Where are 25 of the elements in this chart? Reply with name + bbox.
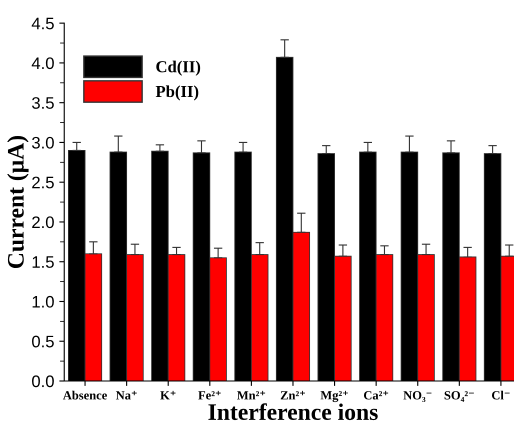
x-tick-label: SO₄²⁻: [444, 391, 474, 402]
x-tick-label: Mg²⁺: [320, 390, 348, 402]
legend-label: Cd(II): [156, 60, 200, 76]
y-tick-label: 3.5: [32, 97, 54, 109]
y-axis-title: Current (μA): [7, 136, 29, 268]
y-tick-label: 4.5: [32, 18, 54, 30]
x-tick-label: K⁺: [160, 390, 176, 400]
x-tick-label: Fe²⁺: [198, 390, 221, 400]
y-tick-label: 0.0: [32, 375, 54, 388]
x-tick-label: Absence: [62, 390, 107, 400]
y-tick-label: 1.0: [32, 296, 54, 308]
x-tick-label: Zn²⁺: [280, 390, 305, 400]
x-axis-title: Interference ions: [208, 403, 378, 420]
legend-label: Pb(II): [156, 85, 198, 101]
y-tick-label: 3.0: [32, 136, 54, 149]
y-tick-label: 2.0: [32, 216, 54, 228]
y-tick-label: 0.5: [32, 336, 54, 348]
x-tick-label: Ca²⁺: [364, 390, 388, 400]
x-tick-label: Mn²⁺: [237, 390, 266, 400]
x-tick-label: NO₃⁻: [403, 391, 432, 402]
x-tick-label: Na⁺: [116, 390, 137, 400]
y-tick-label: 4.0: [32, 57, 54, 70]
y-tick-label: 2.5: [32, 176, 54, 188]
y-tick-label: 1.5: [32, 256, 54, 268]
x-tick-label: Cl⁻: [492, 390, 510, 400]
